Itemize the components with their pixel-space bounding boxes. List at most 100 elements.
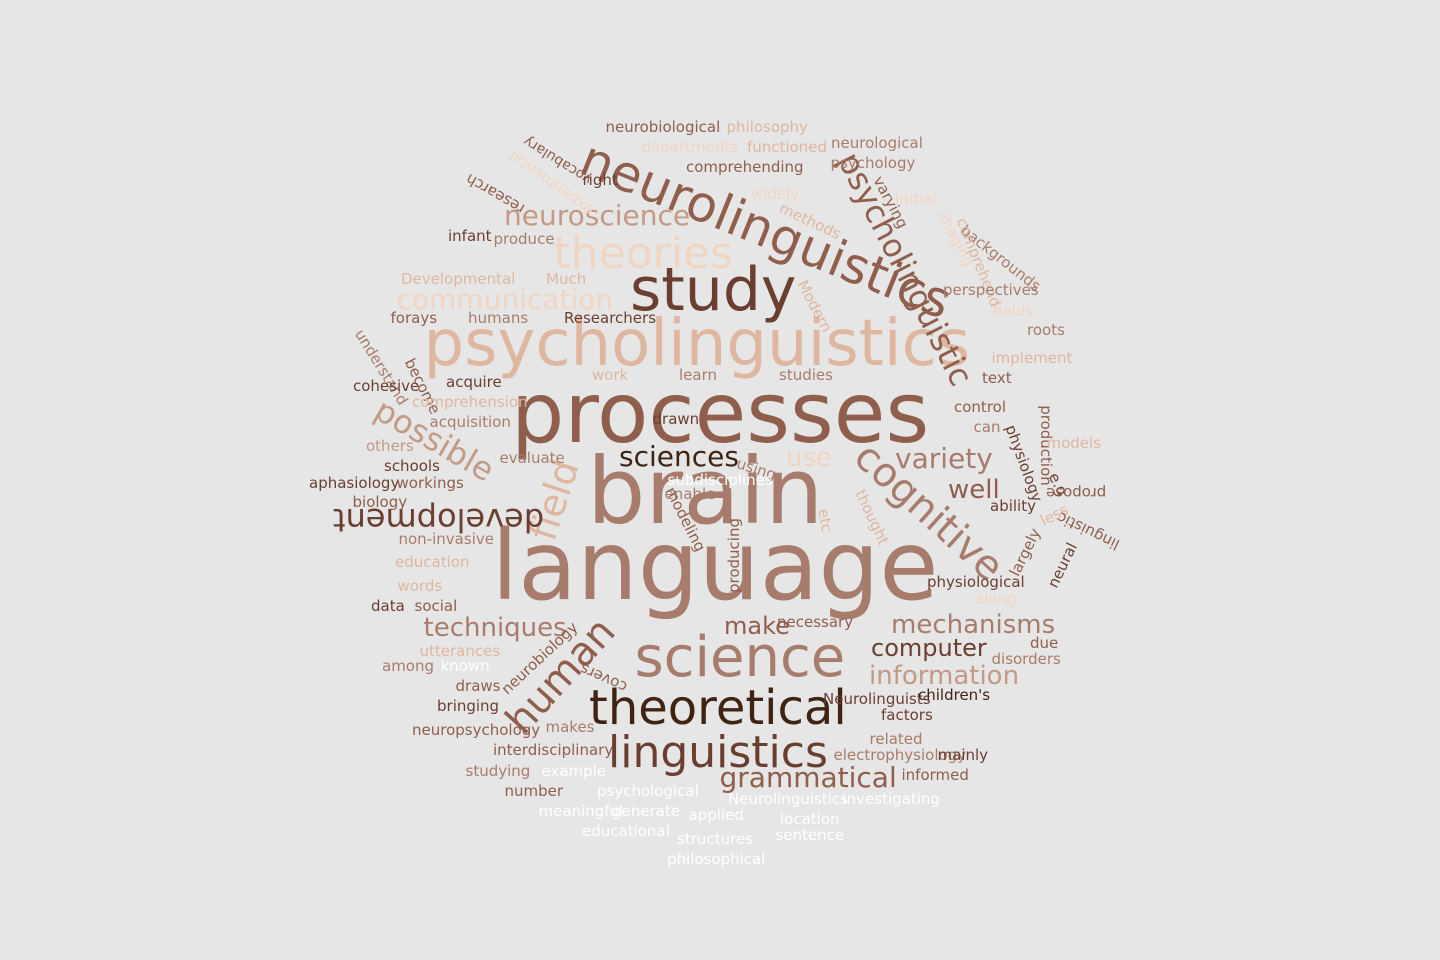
cloud-word: propose (1046, 483, 1107, 502)
cloud-word: mechanisms (891, 610, 1056, 640)
cloud-word: philosophy (726, 117, 808, 136)
cloud-word: implement (991, 348, 1073, 367)
cloud-word: neurobiological (605, 117, 721, 136)
cloud-word: philosophical (667, 849, 766, 868)
cloud-word: infant (448, 226, 492, 245)
cloud-word: roots (1027, 320, 1065, 339)
cloud-word: Neurolinguists (823, 689, 931, 708)
cloud-word: science (634, 625, 846, 690)
cloud-word: information (869, 661, 1020, 691)
cloud-word: comprehending (686, 157, 804, 176)
cloud-word: control (954, 397, 1006, 416)
cloud-word: Developmental (401, 269, 516, 288)
cloud-word: humans (468, 308, 529, 327)
cloud-word: among (382, 656, 435, 675)
cloud-word: computer (871, 634, 987, 662)
cloud-word: aphasiology (309, 473, 400, 492)
cloud-word: psychology (830, 153, 916, 172)
cloud-word: children's (918, 685, 991, 704)
cloud-word: producing (724, 517, 743, 593)
cloud-word: due (1030, 633, 1059, 652)
cloud-word: bringing (437, 696, 500, 715)
cloud-word: neurological (831, 133, 923, 152)
cloud-word: functioned (747, 137, 828, 156)
cloud-word: known (440, 656, 490, 675)
cloud-word: others (366, 436, 414, 455)
cloud-word: understand (350, 325, 412, 408)
cloud-word: produce (493, 229, 555, 248)
cloud-word: fields (993, 301, 1034, 320)
cloud-word: neuroscience (504, 199, 691, 232)
cloud-word: Neurolinguistics (728, 789, 848, 808)
cloud-word: subdisciplines (667, 470, 773, 489)
cloud-word: etc (813, 506, 836, 533)
cloud-word: linguistics (608, 727, 828, 778)
cloud-word: drawn (652, 409, 700, 428)
cloud-word: Much (546, 269, 587, 288)
cloud-word: education (395, 552, 470, 571)
cloud-word: social (414, 596, 458, 615)
cloud-word: studying (465, 761, 531, 780)
cloud-word: forays (390, 308, 438, 327)
cloud-word: largely (1005, 524, 1044, 579)
cloud-word: applied (688, 805, 744, 824)
cloud-word: disorders (991, 649, 1061, 668)
cloud-word: number (504, 781, 564, 800)
cloud-word: non-invasive (398, 529, 494, 548)
cloud-word: draws (455, 676, 501, 695)
cloud-word: work (592, 365, 629, 384)
cloud-word: location (780, 809, 840, 828)
cloud-word: related (869, 729, 923, 748)
cloud-word: example (541, 761, 607, 780)
cloud-word: sentence (775, 825, 845, 844)
cloud-word: physiological (927, 572, 1025, 591)
cloud-word: electrophysiology (833, 745, 967, 764)
cloud-word: psycholinguistics (423, 307, 971, 381)
cloud-word: educational (582, 821, 670, 840)
cloud-word: utterances (419, 641, 501, 660)
cloud-word: factors (881, 705, 933, 724)
cloud-word: Initial (895, 189, 937, 208)
cloud-word: right (582, 170, 618, 189)
cloud-word: structures (677, 829, 753, 848)
cloud-word: enable (664, 484, 716, 503)
cloud-word: interdisciplinary (493, 740, 614, 759)
cloud-word: cohesive (353, 376, 420, 395)
cloud-word: can (973, 417, 1001, 436)
cloud-word: biology (352, 492, 408, 511)
cloud-word: models (1046, 433, 1102, 452)
cloud-word: study (630, 255, 797, 325)
cloud-word: research (462, 169, 528, 218)
cloud-word: well (948, 475, 1000, 505)
cloud-word: schools (384, 456, 440, 475)
cloud-word: workings (396, 473, 464, 492)
cloud-word: theoretical (589, 680, 847, 736)
cloud-word: grammatical (719, 761, 897, 794)
cloud-word: neural (1043, 539, 1082, 591)
cloud-word: ability (990, 496, 1036, 515)
cloud-word: words (397, 576, 443, 595)
cloud-word: makes (545, 717, 595, 736)
cloud-word: communication (396, 283, 614, 316)
cloud-word: investigating (842, 789, 940, 808)
cloud-word: informed (901, 765, 969, 784)
cloud-word: along (975, 589, 1017, 608)
cloud-word: techniques (423, 613, 567, 643)
cloud-word: neuropsychology (412, 720, 541, 739)
cloud-word: variety (895, 442, 993, 475)
cloud-word: data (371, 596, 405, 615)
cloud-word: make (724, 612, 790, 640)
cloud-word: generate (612, 801, 680, 820)
cloud-word: perspectives (943, 280, 1039, 299)
cloud-word: Researchers (564, 308, 657, 327)
cloud-word: widely (751, 184, 800, 203)
cloud-word: learn (679, 365, 717, 384)
cloud-word: meaningful (538, 801, 624, 820)
cloud-word: studies (779, 365, 833, 384)
cloud-word: comprehension (412, 392, 528, 411)
cloud-word: acquisition (429, 412, 511, 431)
cloud-word: psychological (597, 781, 699, 800)
cloud-word: text (982, 368, 1012, 387)
cloud-word: sciences (619, 440, 739, 473)
